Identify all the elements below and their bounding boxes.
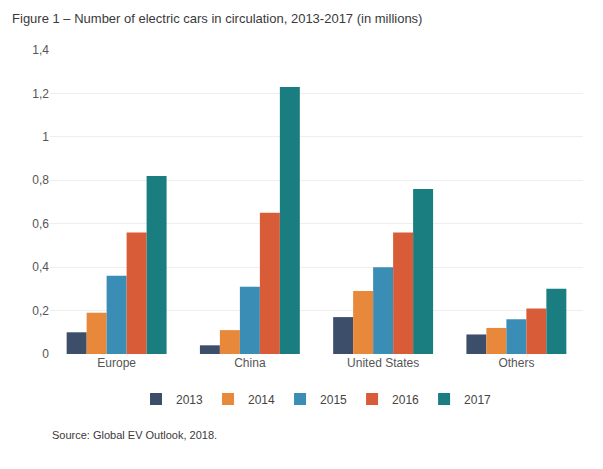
svg-text:United States: United States [347, 356, 419, 370]
svg-text:1,4: 1,4 [32, 43, 49, 57]
svg-text:0,6: 0,6 [32, 217, 49, 231]
svg-text:2017: 2017 [464, 393, 491, 407]
svg-text:0: 0 [42, 347, 49, 361]
svg-text:2015: 2015 [320, 393, 347, 407]
svg-text:1,2: 1,2 [32, 87, 49, 101]
svg-text:0,4: 0,4 [32, 260, 49, 274]
svg-text:1: 1 [42, 130, 49, 144]
svg-text:0,8: 0,8 [32, 173, 49, 187]
svg-text:Source: Global EV Outlook, 201: Source: Global EV Outlook, 2018. [52, 429, 217, 441]
svg-text:2014: 2014 [248, 393, 275, 407]
svg-text:0,2: 0,2 [32, 304, 49, 318]
svg-text:Figure 1 – Number of electric: Figure 1 – Number of electric cars in ci… [12, 11, 422, 26]
svg-text:Others: Others [498, 356, 534, 370]
svg-text:2013: 2013 [176, 393, 203, 407]
svg-text:China: China [234, 356, 266, 370]
svg-text:2016: 2016 [392, 393, 419, 407]
svg-text:Europe: Europe [97, 356, 136, 370]
